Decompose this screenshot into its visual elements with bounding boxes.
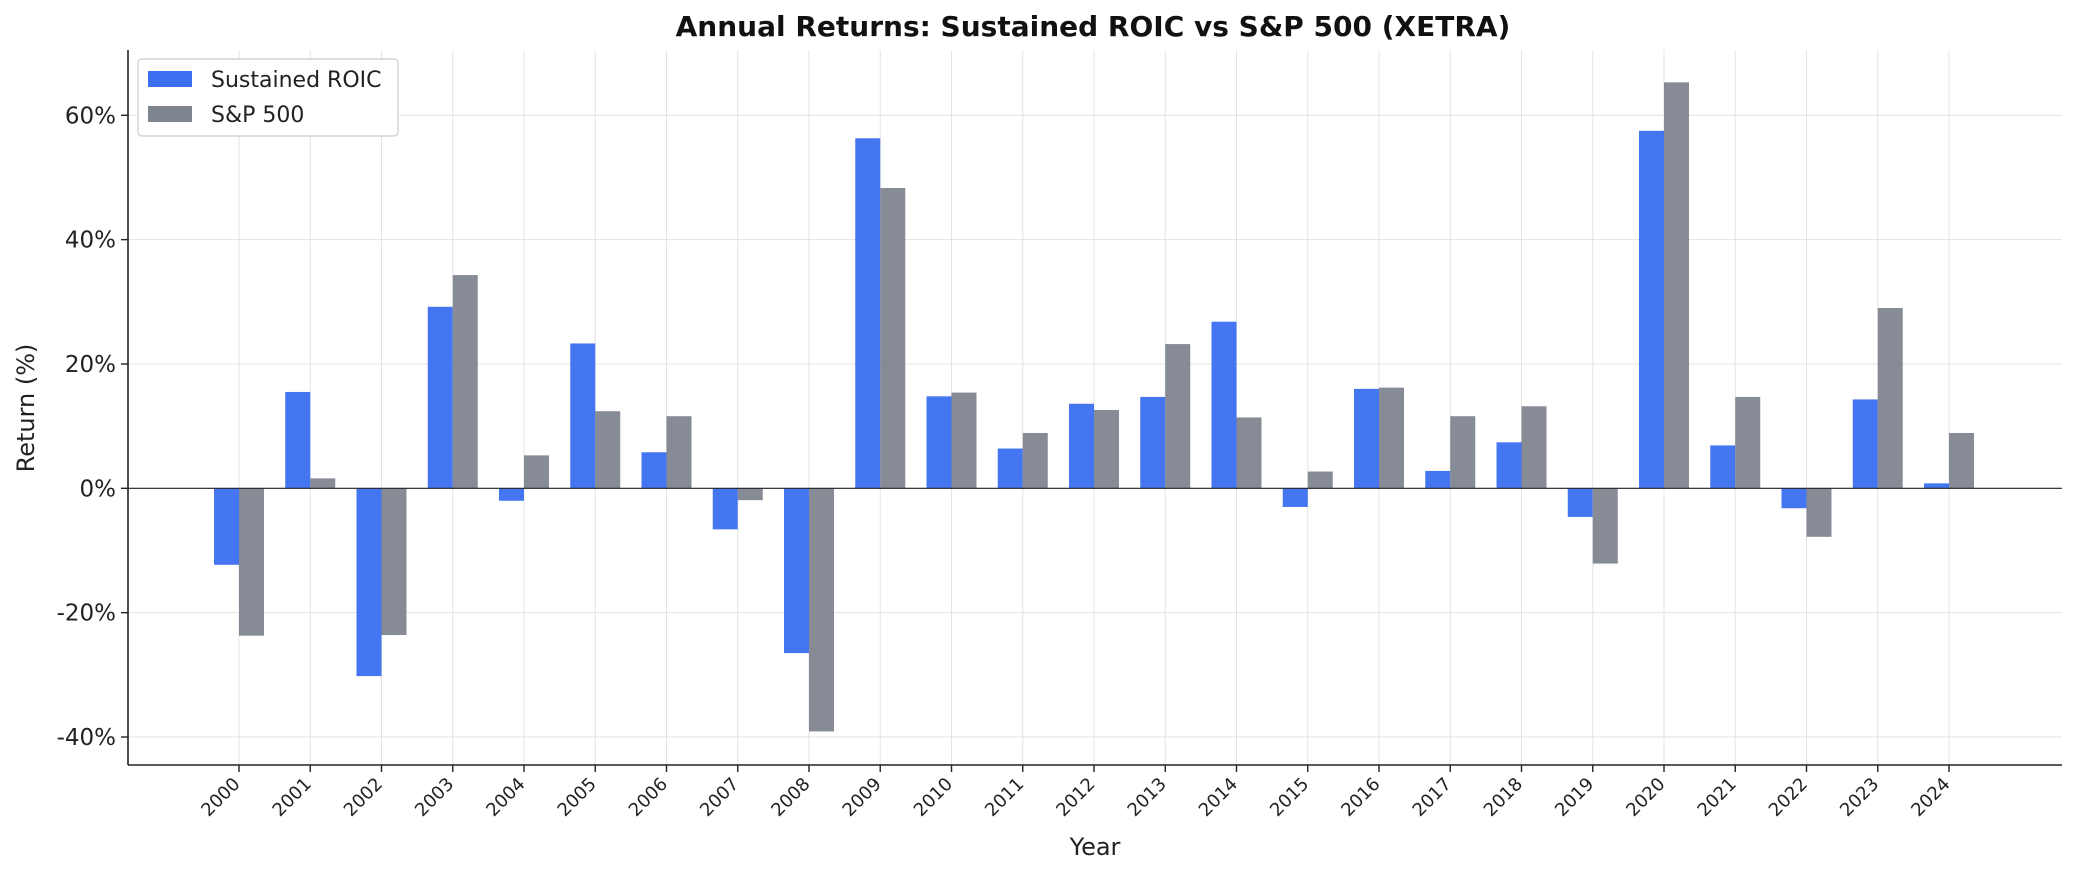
- bar-sp500-2007: [737, 488, 763, 501]
- y-tick-label: 20%: [65, 352, 116, 378]
- bar-sp500-2015: [1307, 471, 1333, 489]
- axes: [127, 50, 2062, 766]
- x-tick-label: 2007: [696, 774, 743, 821]
- bar-sustained-roic-2024: [1924, 483, 1949, 489]
- bar-sp500-2009: [880, 188, 906, 489]
- x-ticks: 2000 2001 2002 2003 2004 2005 2006 2007 2008 2009…: [197, 765, 1955, 821]
- bar-sp500-2011: [1022, 432, 1048, 489]
- x-axis-label: Year: [1069, 833, 1121, 861]
- bar-sustained-roic-2018: [1496, 442, 1522, 489]
- bar-sustained-roic-2001: [285, 391, 311, 489]
- bar-sp500-2004: [524, 455, 549, 489]
- bar-sustained-roic-2020: [1639, 130, 1664, 489]
- bar-sustained-roic-2017: [1425, 470, 1451, 489]
- bar-sustained-roic-2012: [1069, 403, 1094, 489]
- bar-sp500-2013: [1165, 344, 1191, 489]
- bar-sp500-2008: [809, 488, 834, 732]
- x-tick-label: 2002: [340, 774, 387, 821]
- bar-sp500-2023: [1877, 308, 1903, 489]
- bar-sp500-2022: [1806, 488, 1832, 537]
- y-axis-label: Return (%): [12, 344, 40, 473]
- bar-sp500-2006: [666, 416, 692, 489]
- gridlines: [128, 50, 2062, 765]
- bar-sustained-roic-2014: [1211, 321, 1237, 489]
- x-tick-label: 2006: [625, 774, 672, 821]
- bar-sustained-roic-2016: [1354, 388, 1379, 489]
- bar-sp500-2021: [1735, 396, 1761, 489]
- bar-sustained-roic-2015: [1282, 488, 1308, 507]
- bar-sustained-roic-2013: [1140, 396, 1166, 489]
- bar-sustained-roic-2010: [926, 396, 952, 489]
- x-tick-label: 2022: [1765, 774, 1812, 821]
- bar-sp500-2001: [310, 478, 336, 489]
- x-tick-label: 2004: [482, 774, 529, 821]
- bar-sustained-roic-2000: [214, 488, 239, 565]
- x-tick-label: 2011: [981, 774, 1028, 821]
- y-tick-label: -40%: [57, 725, 116, 751]
- legend: Sustained ROIC S&P 500: [137, 58, 399, 137]
- x-tick-label: 2010: [910, 774, 957, 821]
- bar-sustained-roic-2002: [356, 488, 382, 677]
- bar-sustained-roic-2011: [997, 448, 1023, 489]
- x-tick-label: 2012: [1052, 774, 1099, 821]
- x-tick-label: 2015: [1266, 774, 1313, 821]
- bar-sp500-2012: [1094, 409, 1119, 489]
- bar-sustained-roic-2006: [641, 452, 667, 489]
- y-tick-label: -20%: [57, 601, 116, 627]
- x-tick-label: 2016: [1337, 774, 1384, 821]
- bar-sp500-2017: [1450, 416, 1476, 489]
- x-tick-label: 2001: [269, 774, 316, 821]
- bar-sp500-2005: [595, 411, 621, 489]
- x-tick-label: 2009: [839, 774, 886, 821]
- bar-sustained-roic-2007: [712, 488, 738, 530]
- bar-sustained-roic-2009: [855, 138, 881, 489]
- bar-sp500-2000: [239, 488, 264, 636]
- bar-sustained-roic-2008: [784, 488, 809, 654]
- bar-sustained-roic-2004: [499, 488, 524, 501]
- bar-sp500-2002: [381, 488, 407, 636]
- legend-label-sp500: S&P 500: [211, 103, 304, 128]
- x-tick-label: 2013: [1124, 774, 1171, 821]
- legend-frame: [137, 58, 399, 137]
- x-tick-label: 2020: [1622, 774, 1669, 821]
- x-tick-label: 2023: [1836, 774, 1883, 821]
- y-tick-label: 40%: [65, 228, 116, 254]
- bar-sustained-roic-2021: [1710, 445, 1736, 489]
- bar-sustained-roic-2003: [427, 306, 453, 489]
- x-tick-label: 2024: [1907, 774, 1954, 821]
- x-tick-label: 2003: [411, 774, 458, 821]
- bar-sustained-roic-2005: [570, 343, 596, 489]
- legend-swatch-sp500: [148, 106, 192, 122]
- bar-sp500-2024: [1949, 432, 1974, 489]
- y-tick-label: 0%: [80, 476, 117, 502]
- legend-swatch-sustained-roic: [148, 71, 192, 87]
- x-tick-label: 2018: [1480, 774, 1527, 821]
- bar-sp500-2016: [1379, 387, 1404, 489]
- x-tick-label: 2019: [1551, 774, 1598, 821]
- y-ticks: -40% -20% 0% 20% 40% 60%: [57, 103, 128, 751]
- legend-label-sustained-roic: Sustained ROIC: [211, 68, 381, 93]
- bar-sp500-2014: [1236, 417, 1262, 489]
- bar-sp500-2018: [1521, 406, 1547, 489]
- bar-sp500-2020: [1664, 82, 1689, 489]
- x-tick-label: 2017: [1409, 774, 1456, 821]
- y-tick-label: 60%: [65, 103, 116, 129]
- x-tick-label: 2021: [1694, 774, 1741, 821]
- bar-sustained-roic-2019: [1567, 488, 1593, 517]
- chart-title: Annual Returns: Sustained ROIC vs S&P 50…: [676, 10, 1511, 43]
- bar-sp500-2003: [452, 275, 478, 489]
- x-tick-label: 2000: [197, 774, 244, 821]
- bars: [128, 82, 2062, 732]
- x-tick-label: 2014: [1195, 774, 1242, 821]
- x-tick-label: 2005: [554, 774, 601, 821]
- x-tick-label: 2008: [767, 774, 814, 821]
- bar-sp500-2019: [1592, 488, 1618, 564]
- bar-sp500-2010: [951, 392, 977, 489]
- bar-sustained-roic-2023: [1852, 399, 1878, 489]
- bar-sustained-roic-2022: [1781, 488, 1807, 509]
